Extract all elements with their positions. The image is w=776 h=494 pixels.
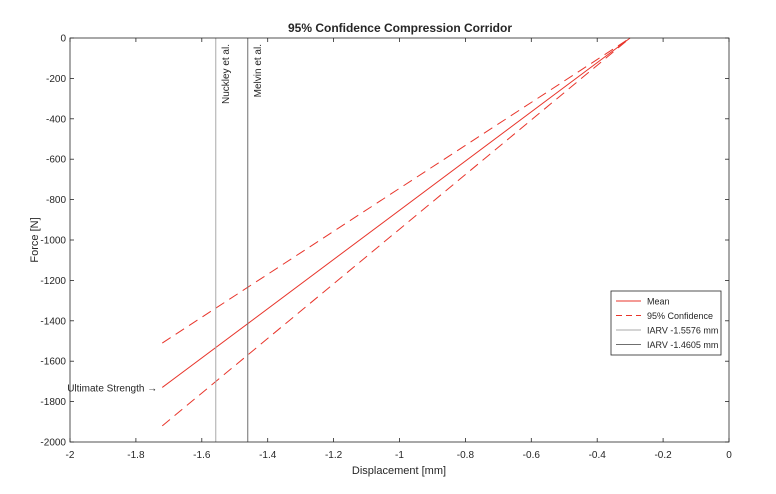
legend-label: IARV -1.5576 mm	[647, 326, 718, 336]
annotation-melvin-et-al: Melvin et al.	[253, 44, 264, 97]
x-tick-label: -1.4	[259, 450, 277, 461]
y-tick-label: -600	[46, 155, 66, 166]
x-tick-label: -0.4	[589, 450, 607, 461]
legend-label: 95% Confidence	[647, 311, 713, 321]
x-tick-label: -0.8	[457, 450, 475, 461]
tick-layer: -2 -1.8 -1.6 -1.4 -1.2 -1 -0.8 -0.6 -0.4 -0.2 0 0 -2…	[40, 34, 732, 462]
y-tick-label: -1200	[40, 276, 66, 287]
y-tick-label: -1800	[40, 397, 66, 408]
y-tick-label: -2000	[40, 438, 66, 449]
y-tick-label: -800	[46, 195, 66, 206]
series-layer	[161, 37, 631, 442]
series-95-confidence-1	[161, 37, 631, 344]
y-axis-label: Force [N]	[29, 217, 41, 262]
annotation-nuckley-et-al: Nuckley et al.	[221, 44, 232, 104]
y-tick-label: -1400	[40, 316, 66, 327]
x-tick-label: -2	[66, 450, 75, 461]
y-tick-label: -200	[46, 74, 66, 85]
x-tick-label: -0.2	[654, 450, 672, 461]
annotation-ultimate-strength: Ultimate Strength →	[67, 383, 157, 394]
legend-label: IARV -1.4605 mm	[647, 340, 718, 350]
y-tick-label: -1600	[40, 357, 66, 368]
x-tick-label: -1.8	[127, 450, 145, 461]
legend-label: Mean	[647, 297, 670, 307]
x-tick-label: -1	[395, 450, 404, 461]
y-tick-label: 0	[60, 34, 66, 45]
plot-area	[70, 38, 729, 442]
legend: Mean 95% Confidence IARV -1.5576 mm IARV -1…	[610, 290, 722, 356]
x-tick-label: 0	[726, 450, 732, 461]
annotation-layer: Nuckley et al. Melvin et al. Ultimate Stre…	[67, 44, 264, 394]
series-95-confidence-2	[161, 37, 631, 427]
x-axis-label: Displacement [mm]	[352, 465, 446, 477]
x-tick-label: -1.2	[325, 450, 343, 461]
chart-title: 95% Confidence Compression Corridor	[288, 21, 512, 35]
x-tick-label: -0.6	[523, 450, 541, 461]
series-mean-0	[161, 37, 631, 388]
y-tick-label: -400	[46, 114, 66, 125]
x-tick-label: -1.6	[193, 450, 211, 461]
y-tick-label: -1000	[40, 236, 66, 247]
